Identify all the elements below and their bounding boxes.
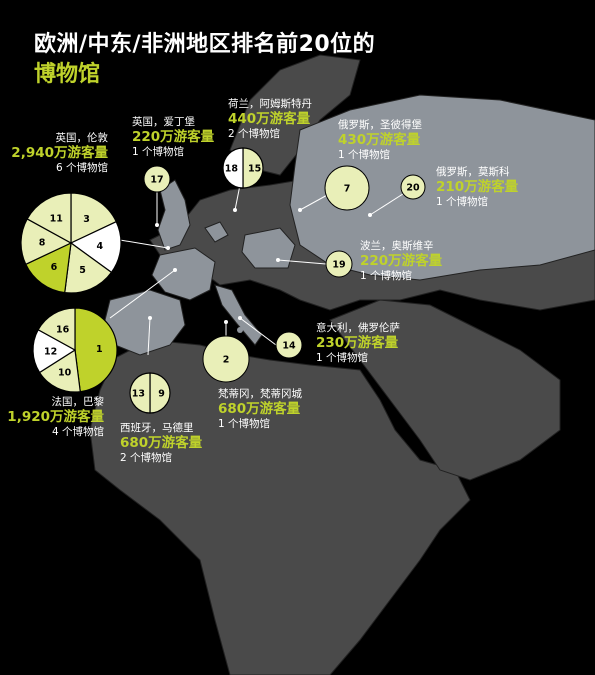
visitor-count: 680万游客量 — [120, 435, 203, 451]
city-name: 意大利，佛罗伦萨 — [316, 322, 400, 334]
rank-label: 19 — [332, 260, 345, 271]
visitor-count: 680万游客量 — [218, 401, 301, 417]
poland — [241, 227, 296, 269]
city-name: 俄罗斯，莫斯科 — [436, 166, 510, 178]
museum-count: 6 个博物馆 — [55, 162, 108, 174]
rank-label: 5 — [79, 265, 86, 276]
rank-label: 14 — [282, 341, 296, 352]
scandinavia — [229, 54, 361, 176]
label-london: 英国，伦敦 2,940万游客量 6 个博物馆 — [10, 132, 108, 175]
pie-slice-rank-5 — [64, 241, 113, 294]
pie-slice-rank-1 — [74, 307, 118, 393]
visitor-count: 230万游客量 — [316, 335, 399, 351]
pie-slice-rank-9 — [149, 372, 171, 414]
city-name: 法国，巴黎 — [51, 396, 105, 408]
visitor-count: 430万游客量 — [338, 132, 421, 148]
rank-label: 2 — [223, 355, 230, 366]
pie-slice-rank-13 — [129, 372, 151, 414]
museum-count: 1 个博物馆 — [436, 196, 489, 208]
rank-label: 7 — [344, 184, 351, 195]
pie-slice-rank-3 — [70, 192, 118, 244]
city-name: 波兰，奥斯维辛 — [360, 240, 434, 252]
label-krakow: 波兰，奥斯维辛 220万游客量 1 个博物馆 — [360, 240, 442, 283]
rank-circle-17 — [143, 165, 171, 193]
rank-label: 8 — [39, 238, 46, 249]
museum-count: 1 个博物馆 — [132, 146, 185, 158]
rank-label: 12 — [44, 346, 57, 357]
label-paris: 法国，巴黎 1,920万游客量 4 个博物馆 — [4, 396, 104, 439]
label-vatican: 梵蒂冈，梵蒂冈城 680万游客量 1 个博物馆 — [218, 388, 302, 431]
middle-east-landmass — [329, 299, 561, 481]
rank-label: 17 — [150, 175, 163, 186]
city-name: 荷兰，阿姆斯特丹 — [228, 98, 312, 110]
pie-slice-rank-10 — [38, 348, 81, 393]
museum-count: 2 个博物馆 — [228, 128, 281, 140]
visitor-count: 220万游客量 — [132, 129, 215, 145]
label-amsterdam: 荷兰，阿姆斯特丹 440万游客量 2 个博物馆 — [228, 98, 312, 141]
vatican-area — [237, 327, 243, 333]
netherlands — [204, 221, 229, 243]
rank-label: 4 — [97, 241, 104, 252]
pie-slice-rank-11 — [26, 192, 72, 245]
rank-label: 16 — [56, 325, 70, 336]
pie-slice-rank-15 — [242, 147, 264, 189]
russia — [289, 94, 595, 281]
visitor-count: 220万游客量 — [360, 253, 443, 269]
label-florence: 意大利，佛罗伦萨 230万游客量 1 个博物馆 — [316, 322, 400, 365]
city-name: 俄罗斯，圣彼得堡 — [338, 119, 422, 131]
museum-count: 4 个博物馆 — [51, 426, 104, 438]
rank-label: 1 — [96, 344, 103, 355]
pie-slice-rank-18 — [222, 147, 244, 189]
page-title-highlight: 博物馆 — [34, 62, 101, 87]
rank-circle-2 — [202, 335, 250, 383]
rank-label: 3 — [83, 214, 90, 225]
city-name: 英国，伦敦 — [55, 132, 109, 144]
museum-count: 1 个博物馆 — [218, 418, 271, 430]
rank-label: 6 — [51, 262, 58, 273]
label-madrid: 西班牙，马德里 680万游客量 2 个博物馆 — [120, 422, 202, 465]
museum-count: 2 个博物馆 — [120, 452, 173, 464]
city-name: 西班牙，马德里 — [120, 422, 194, 434]
museum-count: 1 个博物馆 — [360, 270, 413, 282]
africa-landmass — [89, 339, 471, 675]
pie-slice-rank-6 — [24, 241, 72, 294]
rank-label: 11 — [50, 214, 63, 225]
museum-count: 1 个博物馆 — [338, 149, 391, 161]
pie-slice-rank-16 — [37, 307, 76, 352]
rank-circle-19 — [325, 250, 353, 278]
rank-circle-7 — [324, 165, 370, 211]
rank-label: 20 — [406, 183, 420, 194]
visitor-count: 1,920万游客量 — [7, 409, 104, 425]
france — [151, 247, 216, 301]
italy — [214, 284, 263, 346]
city-name: 英国，爱丁堡 — [132, 116, 195, 128]
rank-label: 18 — [225, 164, 239, 175]
city-dots — [148, 208, 372, 324]
rank-label: 13 — [132, 389, 145, 400]
city-name: 梵蒂冈，梵蒂冈城 — [218, 388, 302, 400]
visitor-count: 2,940万游客量 — [11, 145, 108, 161]
label-edinburgh: 英国，爱丁堡 220万游客量 1 个博物馆 — [132, 116, 214, 159]
rank-label: 9 — [158, 389, 165, 400]
label-moscow: 俄罗斯，莫斯科 210万游客量 1 个博物馆 — [436, 166, 518, 209]
pie-slice-rank-4 — [69, 220, 122, 274]
rank-label: 10 — [58, 368, 72, 379]
label-st-petersburg: 俄罗斯，圣彼得堡 430万游客量 1 个博物馆 — [338, 119, 422, 162]
rank-circle-20 — [400, 174, 426, 200]
visitor-count: 210万游客量 — [436, 179, 519, 195]
great-britain — [157, 179, 191, 251]
rank-label: 15 — [248, 164, 261, 175]
visitor-count: 440万游客量 — [228, 111, 311, 127]
page-title: 欧洲/中东/非洲地区排名前20位的 — [34, 32, 376, 57]
rank-circle-14 — [275, 331, 303, 359]
pie-slice-rank-12 — [32, 328, 77, 374]
museum-count: 1 个博物馆 — [316, 352, 369, 364]
